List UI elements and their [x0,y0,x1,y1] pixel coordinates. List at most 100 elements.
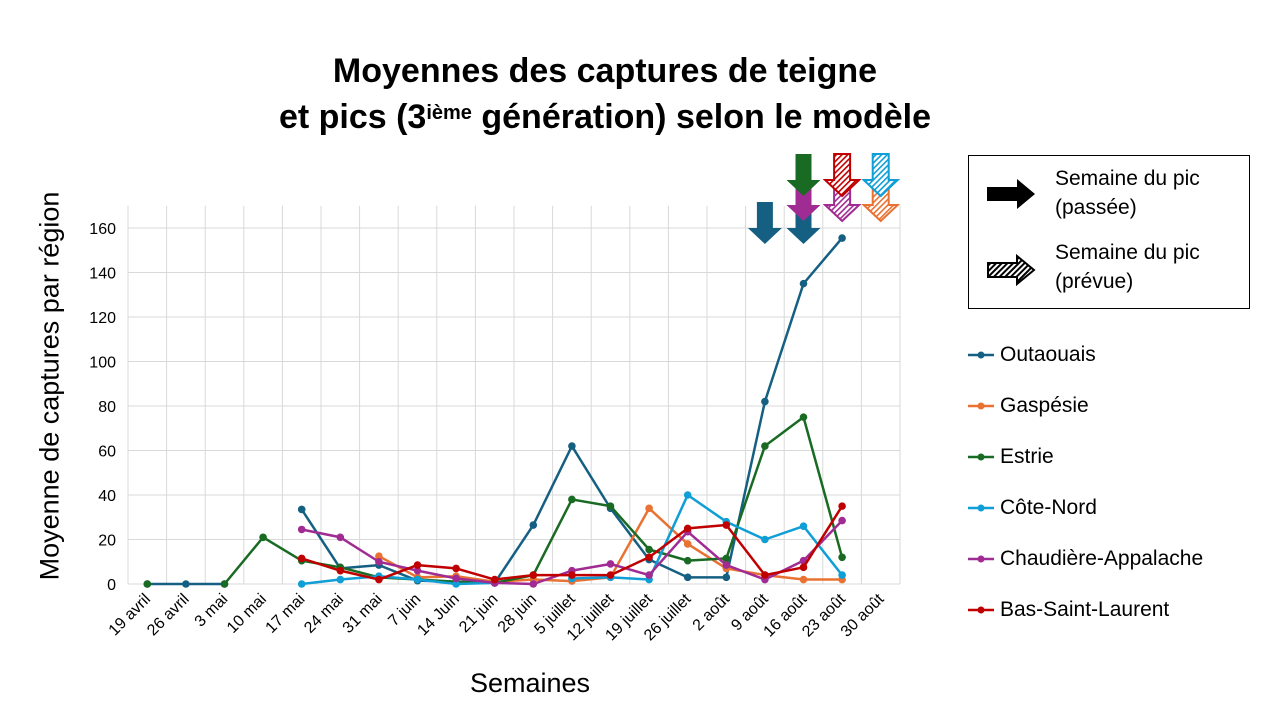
x-tick-label: 19 avril [106,591,154,639]
data-point [336,575,345,584]
data-point [722,554,731,563]
data-point [336,566,345,575]
arrow-legend: Semaine du pic (passée) Semaine du pic (pr… [968,155,1250,309]
arrow-legend-text: (passée) [1055,196,1137,219]
x-tick-label: 10 mai [224,591,270,637]
legend-item: Chaudière-Appalache [968,547,1203,571]
x-tick-label: 30 août [838,590,888,640]
arrow-legend-passed: Semaine du pic (passée) [1055,164,1200,222]
legend-item: Outaouais [968,343,1096,367]
data-point [259,533,267,542]
legend-label: Outaouais [1000,343,1096,366]
data-point [761,571,769,579]
data-point [683,573,692,582]
data-point [645,504,653,513]
y-tick-label: 80 [98,399,116,416]
title-part: génération) selon le modèle [471,98,932,136]
legend-label: Gaspésie [1000,394,1089,417]
x-axis-label: Semaines [469,668,591,698]
legend-marker-icon [968,504,994,512]
data-point [297,505,306,514]
data-point [838,502,846,510]
data-point [220,580,229,588]
data-point [452,564,460,573]
data-point [452,580,460,588]
hatched-arrow-icon [987,254,1036,286]
data-point [529,521,538,529]
data-point [297,554,306,563]
series-line-Estrie [223,415,844,585]
data-point [799,522,808,530]
x-tick-label: 21 juin [456,591,501,636]
title-superscript: ième [426,102,472,124]
data-point [683,491,692,499]
legend-label: Chaudière-Appalache [1000,547,1204,570]
data-point [761,397,769,406]
title-part: et pics (3 [278,98,427,136]
data-point [606,571,615,579]
data-point [143,580,152,588]
data-point [838,516,846,525]
data-point [838,234,846,242]
data-point [683,556,692,565]
solid-arrow-icon [987,179,1035,209]
data-point [413,561,422,569]
data-point [568,495,576,504]
legend-item: Estrie [968,445,1054,469]
series-line-Outaouais [147,237,844,586]
x-tick-label: 26 avril [144,591,192,639]
legend-marker-icon [968,555,994,563]
x-tick-label: 24 mai [301,591,347,637]
data-point [722,521,731,529]
peak-arrow-passée-icon [786,202,821,244]
legend-marker-icon [968,351,994,359]
data-point [645,571,653,579]
arrow-legend-text: Semaine du pic [1055,241,1200,264]
x-tick-label: 28 juin [495,591,540,636]
y-tick-label: 60 [98,444,116,461]
data-point [182,580,190,588]
data-point [606,502,615,510]
data-point [297,525,306,534]
data-point [336,533,345,542]
y-tick-label: 20 [98,533,116,550]
data-point [722,573,731,582]
data-point [645,545,653,554]
arrow-legend-predicted: Semaine du pic (prévue) [1055,238,1200,296]
legend-label: Côte-Nord [1000,496,1097,519]
data-point [761,442,769,450]
data-point [529,580,538,588]
legend-label: Bas-Saint-Laurent [1000,598,1170,621]
legend-item: Gaspésie [968,394,1089,418]
legend-marker-icon [968,402,994,410]
series-line-Gaspésie [378,507,843,584]
peak-arrow-passée-icon [747,202,782,244]
legend-item: Bas-Saint-Laurent [968,598,1169,622]
data-point [799,563,808,572]
data-point [838,553,846,562]
data-point [413,575,422,584]
data-point [799,575,808,584]
peak-arrow-prévue-icon [822,153,862,198]
x-tick-label: 14 Juin [414,591,463,640]
data-point [761,535,769,544]
legend-item: Côte-Nord [968,496,1097,520]
x-tick-label: 2 août [690,590,734,634]
title-line-2: et pics (3ième génération) selon le modè… [170,94,1040,140]
data-point [413,566,422,575]
chart-title: Moyennes des captures de teigne et pics … [170,48,1040,140]
data-point [683,524,692,533]
legend-marker-icon [968,453,994,461]
data-point [799,413,808,421]
data-point [568,571,576,579]
data-point [375,575,383,584]
title-line-1: Moyennes des captures de teigne [332,52,878,90]
y-tick-label: 100 [89,355,116,372]
x-tick-label: 31 mai [340,591,386,637]
peak-arrow-prévue-icon [861,153,901,198]
data-point [375,557,383,566]
data-point [297,580,306,588]
data-point [645,553,653,562]
